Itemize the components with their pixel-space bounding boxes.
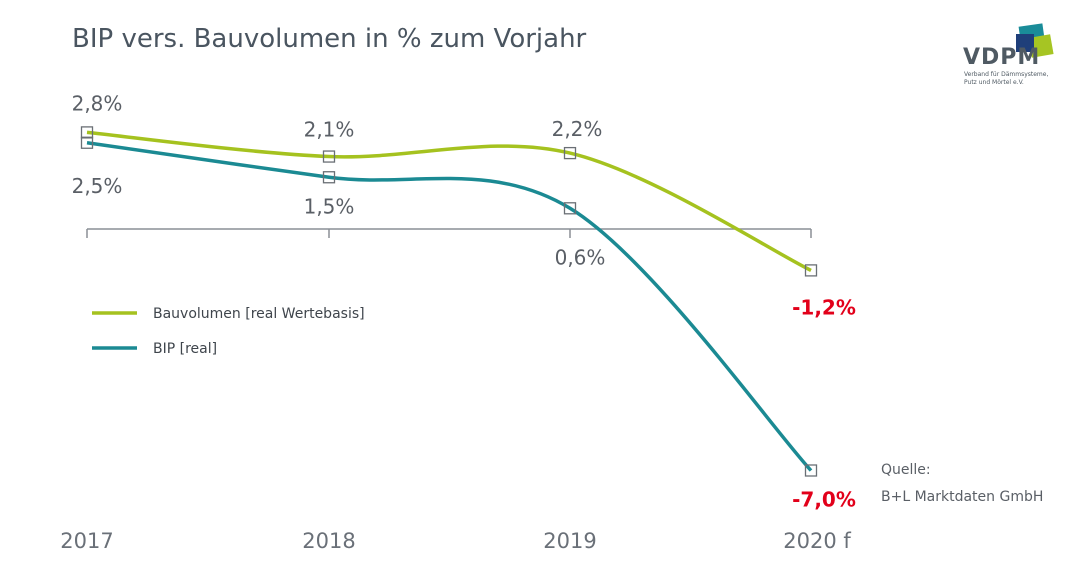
data-point-marker (322, 150, 336, 163)
legend-label: Bauvolumen [real Wertebasis] (153, 306, 365, 322)
logo-name: VDPM (963, 45, 1041, 70)
data-label: -1,2% (792, 295, 856, 319)
data-label: 2,8% (72, 91, 123, 115)
source-value: B+L Marktdaten GmbH (881, 489, 1044, 505)
legend-label: BIP [real] (153, 341, 217, 357)
data-label: 0,6% (555, 245, 606, 269)
data-point-marker (322, 171, 336, 184)
logo-subtitle-line1: Verband für Dämmsysteme, (964, 71, 1049, 78)
data-label: 1,5% (304, 194, 355, 218)
series-line-bip (86, 141, 813, 472)
data-point-marker (563, 202, 577, 215)
legend: Bauvolumen [real Wertebasis] BIP [real] (92, 306, 365, 357)
data-point-marker (804, 264, 818, 277)
logo-subtitle: Verband für Dämmsysteme, Putz und Mörtel… (964, 71, 1064, 87)
x-axis: 2017 2018 2019 2020 f (60, 228, 851, 553)
chart-title: BIP vers. Bauvolumen in % zum Vorjahr (72, 24, 587, 54)
logo-subtitle-line2: Putz und Mörtel e.V. (964, 79, 1024, 86)
data-point-marker (80, 136, 94, 149)
data-point-marker (804, 464, 818, 477)
source-label: Quelle: (881, 462, 931, 478)
data-label: 2,1% (304, 118, 355, 142)
data-point-marker (563, 146, 577, 160)
x-tick-label: 2017 (60, 529, 113, 553)
x-tick-label: 2018 (302, 529, 355, 553)
logo-squares-icon (1016, 23, 1054, 58)
data-label: 2,2% (552, 117, 603, 141)
x-tick-label: 2020 f (783, 529, 851, 553)
data-label: -7,0% (792, 488, 856, 512)
data-label: 2,5% (72, 174, 123, 198)
x-tick-label: 2019 (543, 529, 596, 553)
series-line-bauvolumen (86, 130, 812, 272)
